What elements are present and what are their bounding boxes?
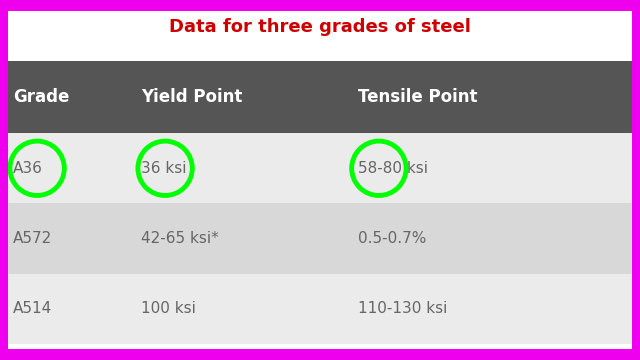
Text: Yield Point: Yield Point — [141, 88, 242, 106]
Text: A514: A514 — [13, 301, 52, 316]
Text: Tensile Point: Tensile Point — [358, 88, 478, 106]
Text: 36 ksi: 36 ksi — [141, 161, 186, 176]
Text: 58-80 ksi: 58-80 ksi — [358, 161, 428, 176]
Bar — [0, 0, 8, 360]
Text: 100 ksi: 100 ksi — [141, 301, 196, 316]
Text: A36: A36 — [13, 161, 43, 176]
Text: 110-130 ksi: 110-130 ksi — [358, 301, 448, 316]
Bar — [0, 61, 640, 133]
Bar — [632, 0, 640, 360]
Bar — [0, 274, 640, 344]
Text: A572: A572 — [13, 231, 52, 246]
Bar — [0, 0, 640, 11]
Text: 42-65 ksi*: 42-65 ksi* — [141, 231, 218, 246]
Text: Grade: Grade — [13, 88, 69, 106]
Text: 0.5-0.7%: 0.5-0.7% — [358, 231, 427, 246]
Bar — [0, 133, 640, 203]
Bar — [0, 349, 640, 360]
Text: Data for three grades of steel: Data for three grades of steel — [169, 18, 471, 36]
Bar — [0, 203, 640, 274]
